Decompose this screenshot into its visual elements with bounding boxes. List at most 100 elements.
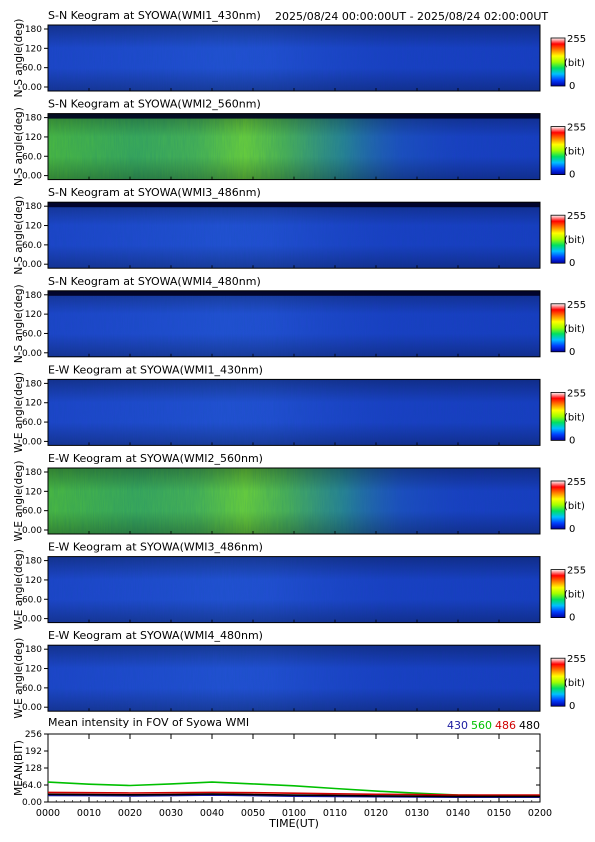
panel-title: S-N Keogram at SYOWA(WMI1_430nm): [48, 9, 261, 22]
heatmap-top-band: [48, 202, 540, 208]
legend-entry: 430: [447, 719, 468, 732]
heatmap-edge-shade: [48, 113, 540, 180]
panel-title: E-W Keogram at SYOWA(WMI1_430nm): [48, 363, 263, 376]
y-tick-label: 180: [25, 468, 42, 478]
y-tick-label: 120: [25, 399, 42, 409]
y-tick-label: 0.00: [22, 83, 42, 93]
panel-title: E-W Keogram at SYOWA(WMI3_486nm): [48, 541, 263, 554]
y-tick-label: 120: [25, 133, 42, 143]
x-tick-label: 0050: [241, 808, 265, 819]
lineplot-title: Mean intensity in FOV of Syowa WMI: [48, 716, 249, 729]
y-axis-label: N-S angle(deg): [13, 107, 25, 186]
y-tick-label: 192: [25, 747, 42, 757]
y-tick-label: 64.0: [22, 781, 42, 791]
keogram-panel: E-W Keogram at SYOWA(WMI1_430nm) 180 120 60…: [13, 363, 586, 452]
x-tick-label: 0130: [405, 808, 429, 819]
y-axis-label: N-S angle(deg): [13, 284, 25, 363]
y-axis-label: N-S angle(deg): [13, 19, 25, 98]
x-tick-label: 0150: [487, 808, 511, 819]
keogram-panel: S-N Keogram at SYOWA(WMI4_480nm) 180 120 60…: [13, 275, 586, 363]
y-tick-label: 180: [25, 557, 42, 567]
colorbar-max-label: 255: [567, 34, 586, 45]
y-tick-label: 120: [25, 44, 42, 54]
y-axis-label: W-E angle(deg): [13, 372, 25, 453]
keogram-panel: S-N Keogram at SYOWA(WMI2_560nm) 180 120 60…: [13, 98, 586, 186]
colorbar: [550, 569, 566, 618]
heatmap-edge-shade: [48, 468, 540, 534]
y-tick-label: 60.0: [22, 507, 42, 517]
keogram-panel: S-N Keogram at SYOWA(WMI3_486nm) 180 120 60…: [13, 186, 586, 274]
lineplot-frame: [47, 733, 541, 803]
y-tick-label: 0.00: [22, 615, 42, 625]
colorbar: [550, 303, 566, 353]
y-tick-label: 60.0: [22, 241, 42, 251]
colorbar-min-label: 0: [569, 524, 575, 535]
y-tick-label: 0.00: [22, 260, 42, 270]
colorbar: [550, 391, 566, 441]
colorbar-min-label: 0: [569, 81, 575, 92]
y-tick-label: 60.0: [22, 329, 42, 339]
x-tick-label: 0120: [364, 808, 388, 819]
colorbar-max-label: 255: [567, 123, 586, 134]
mean-intensity-plot: Mean intensity in FOV of Syowa WMI 430 560…: [13, 716, 552, 830]
legend-entry: 480: [519, 719, 540, 732]
y-tick-label: 120: [25, 310, 42, 320]
y-tick-label: 0.00: [22, 437, 42, 447]
heatmap-edge-shade: [48, 556, 540, 623]
y-tick-label: 180: [25, 25, 42, 35]
y-axis-label: MEAN(BIT): [13, 740, 25, 796]
colorbar-min-label: 0: [569, 701, 575, 712]
keogram-panel: E-W Keogram at SYOWA(WMI4_480nm) 180 120 60…: [13, 629, 586, 718]
colorbar-max-label: 255: [567, 477, 586, 488]
y-tick-label: 0.00: [22, 798, 42, 808]
series-line-480: [47, 793, 540, 798]
x-tick-label: 0140: [446, 808, 470, 819]
panel-title: E-W Keogram at SYOWA(WMI4_480nm): [48, 629, 263, 642]
colorbar-unit-label: (bit): [564, 590, 585, 601]
colorbar-unit-label: (bit): [564, 58, 585, 69]
y-tick-label: 0.00: [22, 349, 42, 359]
time-range-label: 2025/08/24 00:00:00UT - 2025/08/24 02:00…: [275, 10, 548, 23]
legend-entry: 560: [471, 719, 492, 732]
y-tick-label: 180: [25, 114, 42, 124]
panel-title: S-N Keogram at SYOWA(WMI2_560nm): [48, 98, 261, 111]
colorbar: [550, 214, 566, 264]
colorbar-min-label: 0: [569, 613, 575, 624]
y-tick-label: 60.0: [22, 152, 42, 162]
panel-title: S-N Keogram at SYOWA(WMI3_486nm): [48, 186, 261, 199]
x-tick-label: 0040: [200, 808, 224, 819]
colorbar-min-label: 0: [569, 435, 575, 446]
colorbar-unit-label: (bit): [564, 412, 585, 423]
y-tick-label: 180: [25, 291, 42, 301]
x-tick-label: 0200: [528, 808, 552, 819]
panel-title: E-W Keogram at SYOWA(WMI2_560nm): [48, 452, 263, 465]
colorbar-max-label: 255: [567, 388, 586, 399]
heatmap-edge-shade: [48, 645, 540, 712]
y-tick-label: 0.00: [22, 172, 42, 182]
y-tick-label: 0.00: [22, 703, 42, 713]
y-tick-label: 120: [25, 665, 42, 675]
y-axis-label: W-E angle(deg): [13, 461, 25, 542]
heatmap-top-band: [48, 113, 540, 119]
heatmap-edge-shade: [48, 202, 540, 269]
y-tick-label: 60.0: [22, 418, 42, 428]
y-tick-label: 128: [25, 764, 42, 774]
y-tick-label: 256: [25, 730, 42, 740]
keogram-panels: S-N Keogram at SYOWA(WMI1_430nm) 180 120 60…: [13, 9, 586, 719]
colorbar-unit-label: (bit): [564, 235, 585, 246]
colorbar: [550, 657, 566, 707]
colorbar-unit-label: (bit): [564, 501, 585, 512]
colorbar-max-label: 255: [567, 654, 586, 665]
colorbar: [550, 126, 566, 175]
x-tick-label: 0020: [118, 808, 142, 819]
colorbar-min-label: 0: [569, 258, 575, 269]
x-tick-label: 0100: [282, 808, 306, 819]
y-tick-label: 60.0: [22, 684, 42, 694]
x-tick-label: 0110: [323, 808, 347, 819]
x-tick-label: 0010: [77, 808, 101, 819]
y-tick-label: 0.00: [22, 526, 42, 536]
heatmap-edge-shade: [48, 379, 540, 446]
heatmap-top-band: [48, 290, 540, 296]
colorbar-unit-label: (bit): [564, 324, 585, 335]
colorbar-unit-label: (bit): [564, 678, 585, 689]
